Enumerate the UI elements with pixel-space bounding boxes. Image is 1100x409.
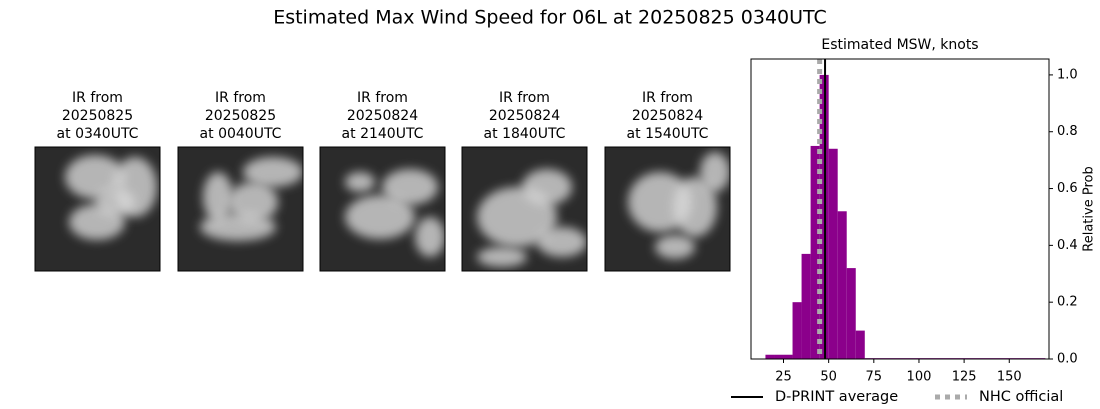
y-tick-label: 0.4 [1057,238,1078,253]
panel-title: 20250824 [347,108,418,124]
satellite-image [178,147,303,271]
image-frame [604,146,731,272]
panel-title: at 1840UTC [484,126,566,142]
plot-frame [750,58,1050,360]
legend-label: D-PRINT average [775,389,898,405]
bar [792,302,802,359]
chart-title: Estimated MSW, knots [821,37,978,53]
cloud [243,157,303,187]
cloud [382,169,438,205]
y-tick-label: 0.2 [1057,295,1078,310]
cloud [95,188,135,216]
bar [774,354,784,359]
y-tick-label: 1.0 [1057,67,1078,82]
bar [810,145,820,359]
legend-label: NHC official [979,389,1063,405]
cloud [522,169,572,205]
bar [828,148,838,359]
satellite-image [320,147,445,271]
bar [855,330,865,359]
x-tick-label: 150 [997,370,1022,385]
cloud [477,247,527,267]
panel-title: IR from [215,90,266,106]
panel-title: IR from [72,90,123,106]
bar [837,211,847,359]
panel-title: 20250825 [62,108,133,124]
x-tick-label: 50 [820,370,837,385]
y-tick-label: 0.8 [1057,124,1078,139]
bar [846,268,856,359]
bar [765,354,775,359]
panel-title: 20250824 [489,108,560,124]
panel-title: 20250824 [632,108,703,124]
x-tick-label: 100 [907,370,932,385]
image-frame [461,146,588,272]
cloud [673,177,717,237]
cloud [228,182,278,222]
cloud [345,172,375,192]
y-tick-label: 0.6 [1057,181,1078,196]
bar [783,354,793,359]
image-frame [177,146,304,272]
cloud [700,152,730,192]
x-tick-label: 125 [952,370,977,385]
plot: Estimated MSW, knots D-PRINT average NHC o… [731,37,1097,405]
panel-title: IR from [499,90,550,106]
panel-title: at 0040UTC [200,126,282,142]
panel-title: IR from [642,90,693,106]
cloud [537,227,587,257]
cloud [65,155,125,199]
y-axis-label: Relative Prob [1082,166,1097,251]
panel-title: at 1540UTC [627,126,709,142]
main-title: Estimated Max Wind Speed for 06L at 2025… [273,7,827,29]
panels: IR from 20250825 at 0340UTC IR from 20250825… [34,90,731,272]
x-tick-label: 25 [775,370,792,385]
cloud [415,217,445,257]
panel-title: IR from [357,90,408,106]
bar [801,253,811,359]
y-tick-label: 0.0 [1057,352,1078,367]
image-frame [34,146,161,272]
satellite-image [462,147,587,271]
image-frame [319,146,446,272]
satellite-image [605,147,730,271]
panel-title: 20250825 [205,108,276,124]
panel-title: at 2140UTC [342,126,424,142]
x-tick-label: 75 [866,370,883,385]
cloud [203,172,233,222]
cloud [345,195,415,239]
panel-title: at 0340UTC [57,126,139,142]
cloud [655,235,695,259]
satellite-image [35,147,160,271]
